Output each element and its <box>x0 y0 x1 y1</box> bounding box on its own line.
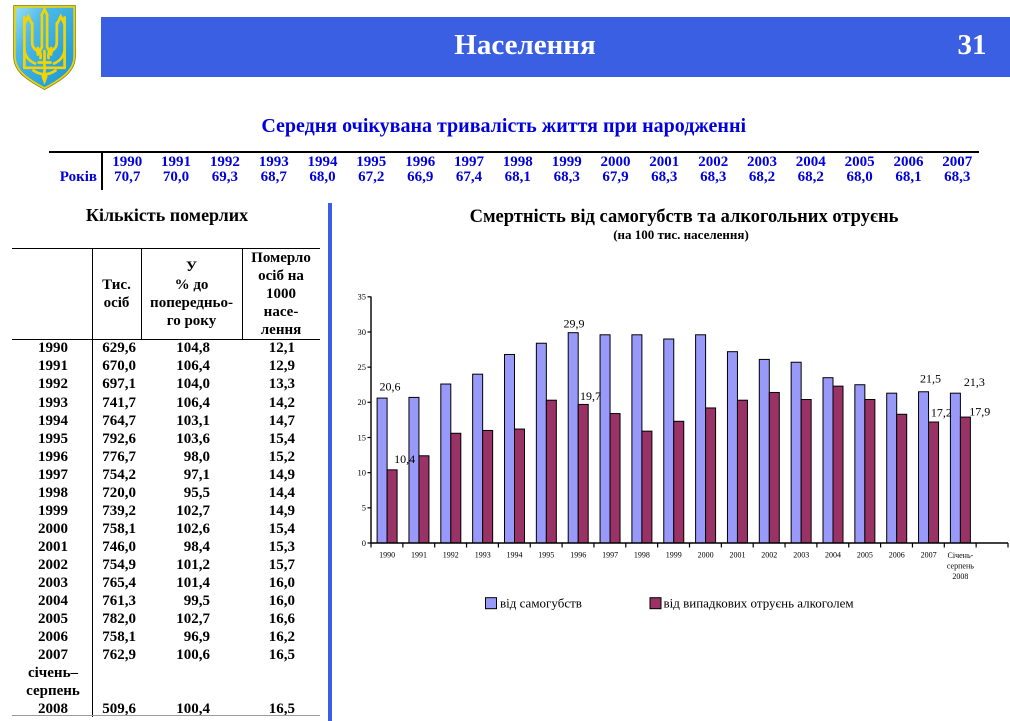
svg-text:2005: 2005 <box>857 551 873 560</box>
svg-text:20,6: 20,6 <box>380 380 401 394</box>
svg-text:35: 35 <box>358 292 367 302</box>
svg-text:1994: 1994 <box>507 551 523 560</box>
svg-text:серпень: серпень <box>947 562 974 571</box>
svg-text:25: 25 <box>358 362 367 372</box>
svg-text:1995: 1995 <box>538 551 554 560</box>
svg-text:1998: 1998 <box>634 551 650 560</box>
svg-text:2001: 2001 <box>730 551 746 560</box>
svg-text:17,9: 17,9 <box>969 405 990 419</box>
svg-text:19,7: 19,7 <box>580 389 601 403</box>
svg-text:5: 5 <box>362 503 366 513</box>
svg-text:30: 30 <box>358 327 367 337</box>
svg-text:1997: 1997 <box>602 551 618 560</box>
svg-text:21,3: 21,3 <box>964 375 985 389</box>
svg-text:29,9: 29,9 <box>564 317 585 331</box>
svg-text:1992: 1992 <box>443 551 459 560</box>
svg-text:21,5: 21,5 <box>920 372 941 386</box>
svg-text:15: 15 <box>358 432 367 442</box>
svg-text:2008: 2008 <box>952 572 968 581</box>
svg-text:1996: 1996 <box>570 551 586 560</box>
svg-text:2007: 2007 <box>921 551 937 560</box>
svg-text:1990: 1990 <box>379 551 395 560</box>
svg-text:10,4: 10,4 <box>394 452 415 466</box>
svg-text:2006: 2006 <box>889 551 905 560</box>
svg-text:0: 0 <box>362 538 366 548</box>
svg-text:1999: 1999 <box>666 551 682 560</box>
svg-text:Січень-: Січень- <box>948 551 974 560</box>
svg-text:20: 20 <box>358 397 367 407</box>
svg-text:2004: 2004 <box>825 551 841 560</box>
svg-text:1993: 1993 <box>475 551 491 560</box>
svg-text:2003: 2003 <box>793 551 809 560</box>
svg-text:1991: 1991 <box>411 551 427 560</box>
svg-text:10: 10 <box>358 467 367 477</box>
svg-text:від самогубств: від самогубств <box>500 596 582 611</box>
svg-text:2000: 2000 <box>698 551 714 560</box>
svg-text:17,2: 17,2 <box>931 406 952 420</box>
svg-text:2002: 2002 <box>761 551 777 560</box>
svg-text:від випадкових отруєнь алкогол: від випадкових отруєнь алкоголем <box>664 596 854 611</box>
